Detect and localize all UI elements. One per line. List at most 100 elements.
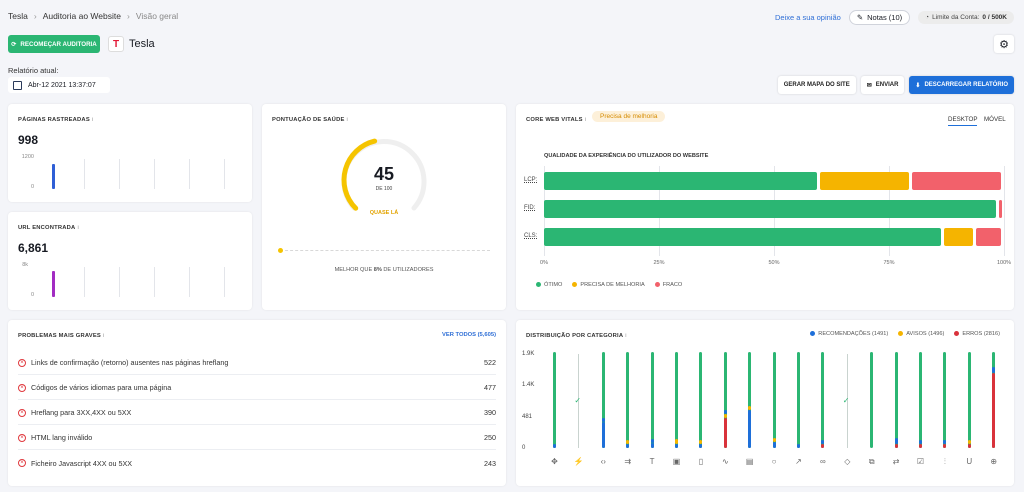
category-segment[interactable] [748, 406, 752, 411]
category-segment[interactable] [699, 444, 703, 448]
category-segment[interactable] [626, 440, 630, 444]
category-segment[interactable] [821, 444, 825, 448]
category-column[interactable] [772, 352, 776, 448]
category-icon[interactable]: ‹› [600, 457, 606, 466]
category-icon[interactable]: ☑ [916, 457, 925, 466]
restart-audit-button[interactable]: ⟳ RECOMEÇAR AUDITORIA [8, 35, 100, 53]
category-segment[interactable] [894, 438, 898, 444]
cwv-segment-improve[interactable] [820, 172, 909, 190]
info-icon[interactable]: i [91, 117, 94, 123]
category-column[interactable] [919, 352, 922, 448]
info-icon[interactable]: i [77, 225, 79, 231]
cwv-segment-poor[interactable] [912, 172, 1001, 190]
category-segment[interactable] [943, 444, 947, 448]
problem-label[interactable]: HTML lang inválido [31, 433, 93, 442]
breadcrumb-item-audit[interactable]: Auditoria ao Website [42, 11, 121, 21]
category-segment[interactable] [772, 442, 776, 448]
category-segment[interactable] [967, 440, 971, 444]
category-icon[interactable]: U [966, 457, 973, 466]
problem-row[interactable]: × Links de confirmação (retorno) ausentes… [18, 351, 496, 375]
download-report-button[interactable]: ⬇ DESCARREGAR RELATÓRIO [909, 76, 1014, 94]
problem-row[interactable]: × Hreflang para 3XX,4XX ou 5XX 390 [18, 401, 496, 425]
category-column[interactable] [894, 352, 898, 448]
cwv-segment-good[interactable] [544, 172, 817, 190]
category-segment[interactable] [919, 444, 922, 448]
category-column[interactable] [675, 352, 678, 448]
cwv-segment-good[interactable] [544, 200, 997, 218]
legend-recommendations[interactable]: RECOMENDAÇÕES (1491) [810, 331, 888, 337]
category-icon[interactable]: ⧉ [868, 457, 875, 466]
category-icon[interactable]: ⚡ [573, 457, 584, 466]
info-icon[interactable]: i [103, 333, 105, 339]
category-icon[interactable]: ∿ [721, 457, 729, 466]
category-column[interactable] [723, 352, 727, 448]
tab-mobile[interactable]: MÓVEL [984, 116, 1006, 123]
category-icon[interactable]: ✥ [551, 457, 558, 466]
category-column[interactable] [943, 352, 947, 448]
tab-desktop[interactable]: DESKTOP [948, 116, 978, 126]
category-column[interactable] [821, 352, 825, 448]
category-icon[interactable]: ○ [771, 457, 777, 466]
category-segment[interactable] [919, 440, 922, 444]
category-icon[interactable]: ⇄ [892, 457, 900, 466]
category-segment[interactable] [675, 439, 678, 444]
legend-warnings[interactable]: AVISOS (1496) [898, 331, 944, 337]
category-segment[interactable] [723, 417, 727, 448]
category-segment[interactable] [650, 439, 654, 444]
category-column[interactable] [967, 352, 971, 448]
category-segment[interactable] [894, 444, 898, 448]
category-segment[interactable] [992, 367, 996, 373]
category-icon[interactable]: ▯ [698, 457, 704, 466]
problem-label[interactable]: Hreflang para 3XX,4XX ou 5XX [31, 408, 132, 417]
problem-label[interactable]: Links de confirmação (retorno) ausentes … [31, 358, 229, 367]
problem-row[interactable]: × HTML lang inválido 250 [18, 426, 496, 450]
breadcrumb-item-tesla[interactable]: Tesla [8, 11, 28, 21]
cwv-segment-poor[interactable] [976, 228, 1001, 246]
category-segment[interactable] [967, 444, 971, 448]
category-segment[interactable] [601, 417, 605, 422]
category-icon[interactable]: T [649, 457, 655, 466]
category-column[interactable] [748, 352, 752, 448]
category-icon[interactable]: ⇉ [624, 457, 632, 466]
category-segment[interactable] [553, 444, 556, 448]
category-column[interactable] [626, 352, 630, 448]
category-column[interactable] [797, 352, 800, 448]
see-all-link[interactable]: VER TODOS (5,605) [441, 332, 496, 338]
category-column[interactable] [650, 352, 654, 448]
legend-errors[interactable]: ERROS (2816) [954, 331, 1000, 337]
info-icon[interactable]: i [584, 117, 587, 123]
info-icon[interactable]: i [346, 117, 349, 123]
category-column[interactable] [870, 352, 874, 448]
category-segment[interactable] [601, 421, 605, 448]
problem-label[interactable]: Ficheiro Javascript 4XX ou 5XX [31, 458, 133, 468]
category-segment[interactable] [699, 440, 703, 444]
category-icon[interactable]: ∞ [820, 457, 826, 466]
problem-row[interactable]: × Ficheiro Javascript 4XX ou 5XX 243 [18, 451, 496, 475]
cwv-segment-good[interactable] [544, 228, 942, 246]
category-segment[interactable] [821, 440, 825, 444]
category-segment[interactable] [772, 438, 776, 443]
cwv-segment-improve[interactable] [944, 228, 974, 246]
category-icon[interactable]: ↗ [795, 457, 802, 466]
category-segment[interactable] [675, 444, 678, 448]
category-column[interactable] [601, 352, 605, 448]
report-date-picker[interactable]: Abr-12 2021 13:37:07 [8, 77, 110, 93]
notes-button[interactable]: ✎ Notas (10) [848, 10, 911, 25]
category-segment[interactable] [650, 443, 654, 448]
info-icon[interactable]: i [625, 333, 627, 339]
category-segment[interactable] [626, 444, 630, 448]
generate-sitemap-button[interactable]: GERAR MAPA DO SITE [777, 76, 856, 94]
category-segment[interactable] [797, 444, 800, 448]
cwv-segment-poor[interactable] [999, 200, 1003, 218]
problem-label[interactable]: Códigos de vários idiomas para uma págin… [31, 383, 172, 392]
feedback-link[interactable]: Deixe a sua opinião [774, 13, 841, 22]
category-segment[interactable] [723, 409, 727, 414]
category-segment[interactable] [748, 410, 752, 448]
problem-row[interactable]: × Códigos de vários idiomas para uma pági… [18, 376, 496, 400]
settings-button[interactable]: ⚙ [994, 35, 1014, 53]
category-column[interactable] [699, 352, 703, 448]
category-icon[interactable]: ⫶ [943, 457, 946, 466]
category-icon[interactable]: ▤ [745, 457, 754, 466]
category-segment[interactable] [723, 413, 727, 418]
category-icon[interactable]: ▣ [672, 457, 681, 466]
